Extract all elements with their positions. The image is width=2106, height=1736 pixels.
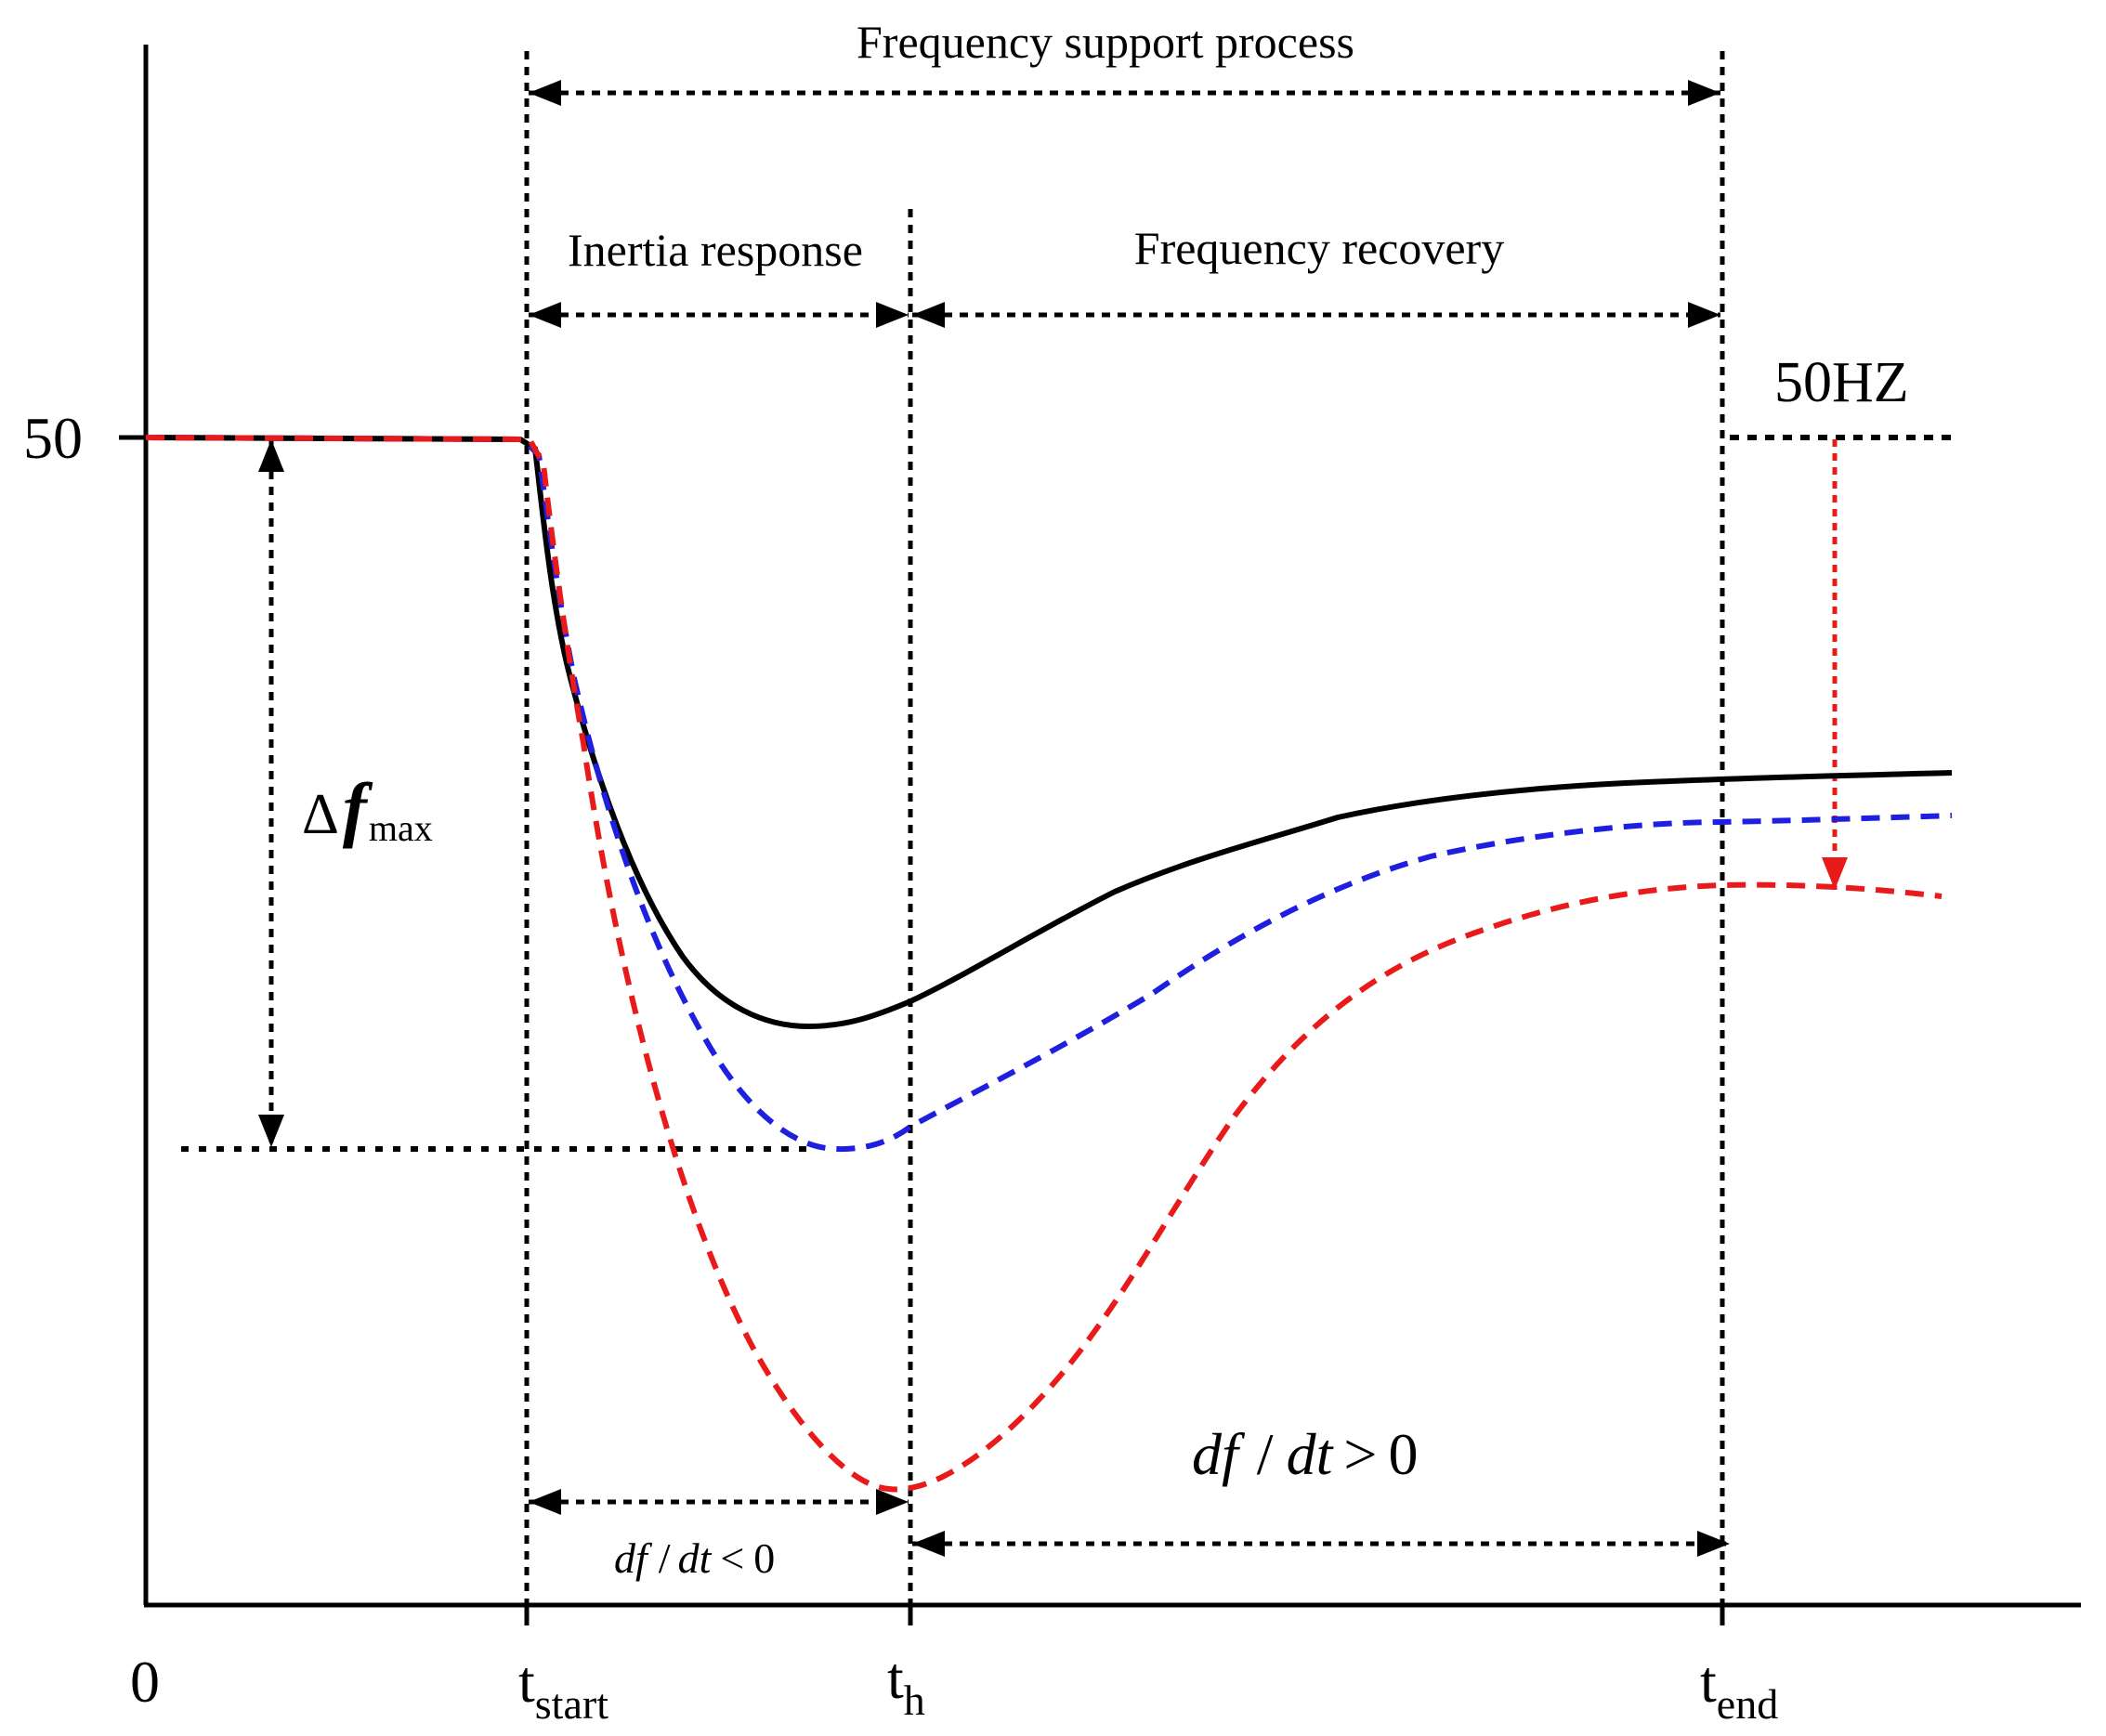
inertia-response-label: Inertia response xyxy=(568,224,863,276)
neg-rate-val: 0 xyxy=(753,1534,775,1582)
delta-f-subscript: max xyxy=(369,807,433,849)
th-base: t xyxy=(887,1645,904,1711)
frequency-recovery-label: Frequency recovery xyxy=(1134,222,1504,274)
pos-rate-den: dt xyxy=(1287,1421,1335,1487)
frequency-curve-blue xyxy=(145,435,1953,1153)
pos-rate-rel: > xyxy=(1343,1421,1377,1487)
neg-rate-num: df xyxy=(614,1534,653,1582)
positive-rate-label: df / dt >0 xyxy=(1192,1421,1418,1487)
support-process-label: Frequency support process xyxy=(857,16,1354,68)
delta-f-max-label: Δfmax xyxy=(302,768,433,849)
y-tick-50-label: 50 xyxy=(23,405,83,471)
negative-rate-label: df / dt <0 xyxy=(614,1534,775,1582)
neg-rate-den: dt xyxy=(678,1534,713,1582)
th-subscript: h xyxy=(904,1677,925,1724)
origin-label: 0 xyxy=(130,1649,160,1715)
tstart-subscript: start xyxy=(535,1680,608,1728)
tend-subscript: end xyxy=(1717,1680,1778,1728)
tstart-label: tstart xyxy=(518,1649,608,1728)
th-label: th xyxy=(887,1645,925,1724)
frequency-curve-black xyxy=(145,435,1953,1030)
tend-label: tend xyxy=(1700,1649,1778,1728)
delta-symbol: Δ xyxy=(302,783,339,846)
tstart-base: t xyxy=(518,1649,535,1715)
neg-rate-slash: / xyxy=(659,1534,671,1582)
neg-rate-rel: < xyxy=(720,1534,744,1582)
pos-rate-num: df xyxy=(1192,1421,1246,1487)
frequency-curve-red xyxy=(145,435,1942,1493)
tend-base: t xyxy=(1700,1649,1717,1715)
nominal-frequency-label: 50HZ xyxy=(1774,351,1909,414)
pos-rate-val: 0 xyxy=(1388,1421,1418,1487)
pos-rate-slash: / xyxy=(1257,1421,1274,1487)
